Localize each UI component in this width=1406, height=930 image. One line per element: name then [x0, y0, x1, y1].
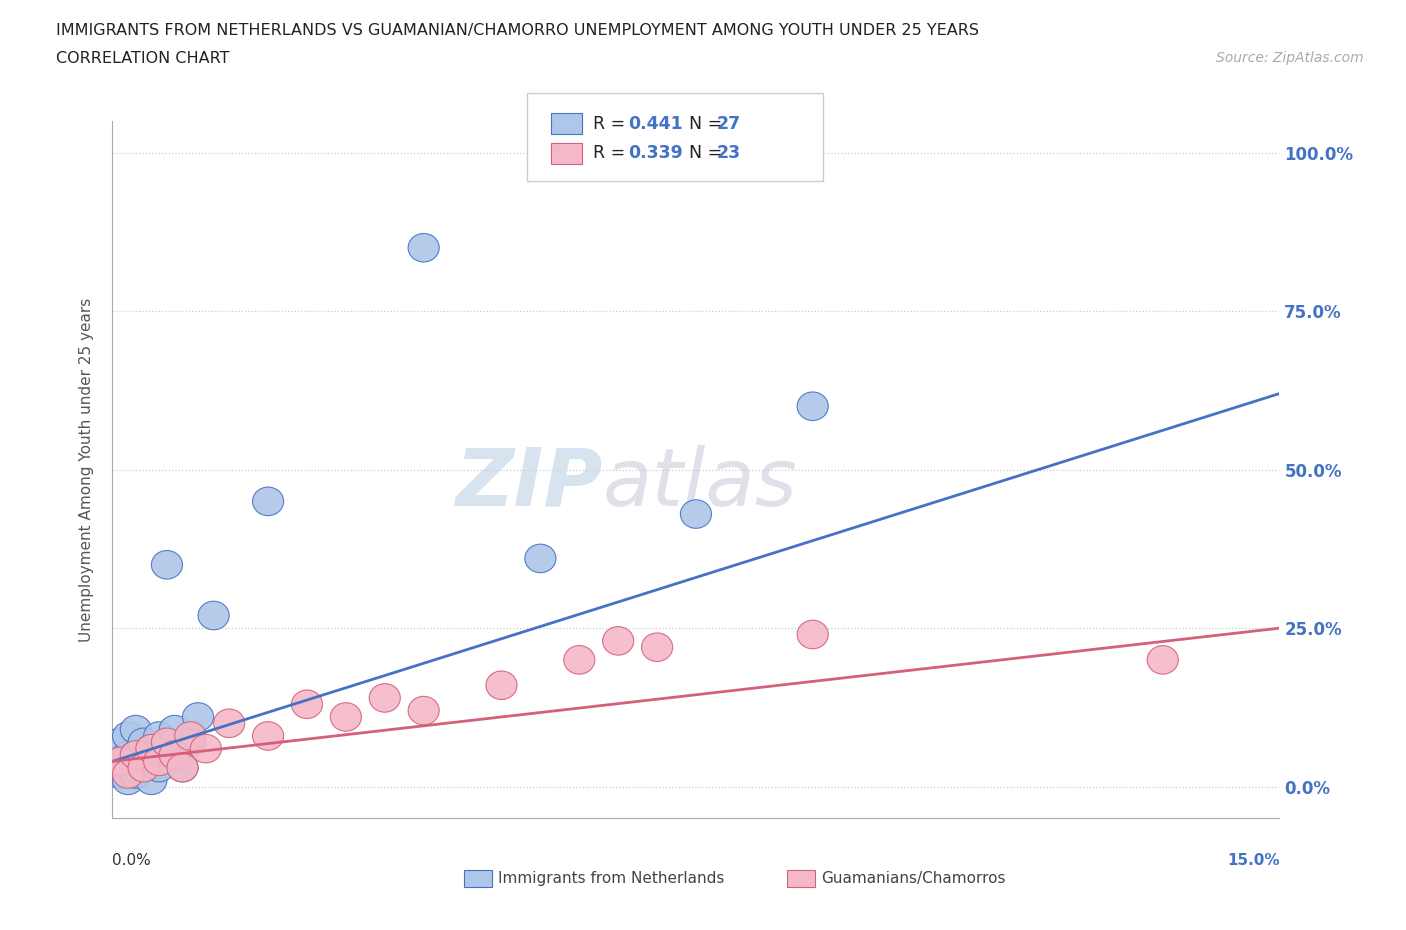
Ellipse shape: [190, 735, 221, 763]
Ellipse shape: [174, 722, 205, 751]
Ellipse shape: [159, 740, 190, 769]
Text: IMMIGRANTS FROM NETHERLANDS VS GUAMANIAN/CHAMORRO UNEMPLOYMENT AMONG YOUTH UNDER: IMMIGRANTS FROM NETHERLANDS VS GUAMANIAN…: [56, 23, 979, 38]
Ellipse shape: [603, 627, 634, 655]
Text: N =: N =: [678, 114, 727, 133]
Text: 15.0%: 15.0%: [1227, 853, 1279, 868]
Text: 27: 27: [717, 114, 741, 133]
Ellipse shape: [112, 722, 143, 751]
Text: R =: R =: [593, 144, 631, 163]
Ellipse shape: [291, 690, 322, 719]
Ellipse shape: [152, 728, 183, 757]
Ellipse shape: [112, 766, 143, 794]
Ellipse shape: [128, 753, 159, 782]
Ellipse shape: [136, 766, 167, 794]
Ellipse shape: [681, 499, 711, 528]
Ellipse shape: [641, 633, 672, 661]
Text: 23: 23: [717, 144, 741, 163]
Ellipse shape: [128, 753, 159, 782]
Ellipse shape: [104, 760, 136, 789]
Ellipse shape: [136, 735, 167, 763]
Text: Immigrants from Netherlands: Immigrants from Netherlands: [498, 871, 724, 886]
Text: Source: ZipAtlas.com: Source: ZipAtlas.com: [1216, 51, 1364, 65]
Ellipse shape: [104, 747, 136, 776]
Ellipse shape: [174, 728, 205, 757]
Text: ZIP: ZIP: [456, 445, 603, 523]
Ellipse shape: [121, 715, 152, 744]
Ellipse shape: [143, 747, 174, 776]
Ellipse shape: [167, 753, 198, 782]
Ellipse shape: [797, 392, 828, 420]
Y-axis label: Unemployment Among Youth under 25 years: Unemployment Among Youth under 25 years: [79, 298, 94, 642]
Ellipse shape: [121, 740, 152, 769]
Ellipse shape: [198, 601, 229, 630]
Ellipse shape: [128, 728, 159, 757]
Ellipse shape: [370, 684, 401, 712]
Ellipse shape: [159, 740, 190, 769]
Ellipse shape: [167, 753, 198, 782]
Ellipse shape: [121, 760, 152, 789]
Ellipse shape: [121, 740, 152, 769]
Text: 0.441: 0.441: [628, 114, 683, 133]
Ellipse shape: [330, 703, 361, 731]
Text: 0.0%: 0.0%: [112, 853, 152, 868]
Ellipse shape: [143, 722, 174, 751]
Ellipse shape: [104, 728, 136, 757]
Ellipse shape: [112, 740, 143, 769]
Ellipse shape: [486, 671, 517, 699]
Ellipse shape: [214, 709, 245, 737]
Text: atlas: atlas: [603, 445, 797, 523]
Ellipse shape: [152, 551, 183, 579]
Ellipse shape: [408, 233, 439, 262]
Ellipse shape: [408, 697, 439, 724]
Ellipse shape: [524, 544, 555, 573]
Ellipse shape: [112, 760, 143, 789]
Ellipse shape: [136, 735, 167, 763]
Text: R =: R =: [593, 114, 631, 133]
Ellipse shape: [797, 620, 828, 649]
Ellipse shape: [183, 703, 214, 731]
Ellipse shape: [564, 645, 595, 674]
Ellipse shape: [104, 747, 136, 776]
Ellipse shape: [253, 722, 284, 751]
Text: CORRELATION CHART: CORRELATION CHART: [56, 51, 229, 66]
Text: N =: N =: [678, 144, 727, 163]
Ellipse shape: [1147, 645, 1178, 674]
Ellipse shape: [143, 753, 174, 782]
Text: Guamanians/Chamorros: Guamanians/Chamorros: [821, 871, 1005, 886]
Text: 0.339: 0.339: [628, 144, 683, 163]
Ellipse shape: [253, 487, 284, 515]
Ellipse shape: [159, 715, 190, 744]
